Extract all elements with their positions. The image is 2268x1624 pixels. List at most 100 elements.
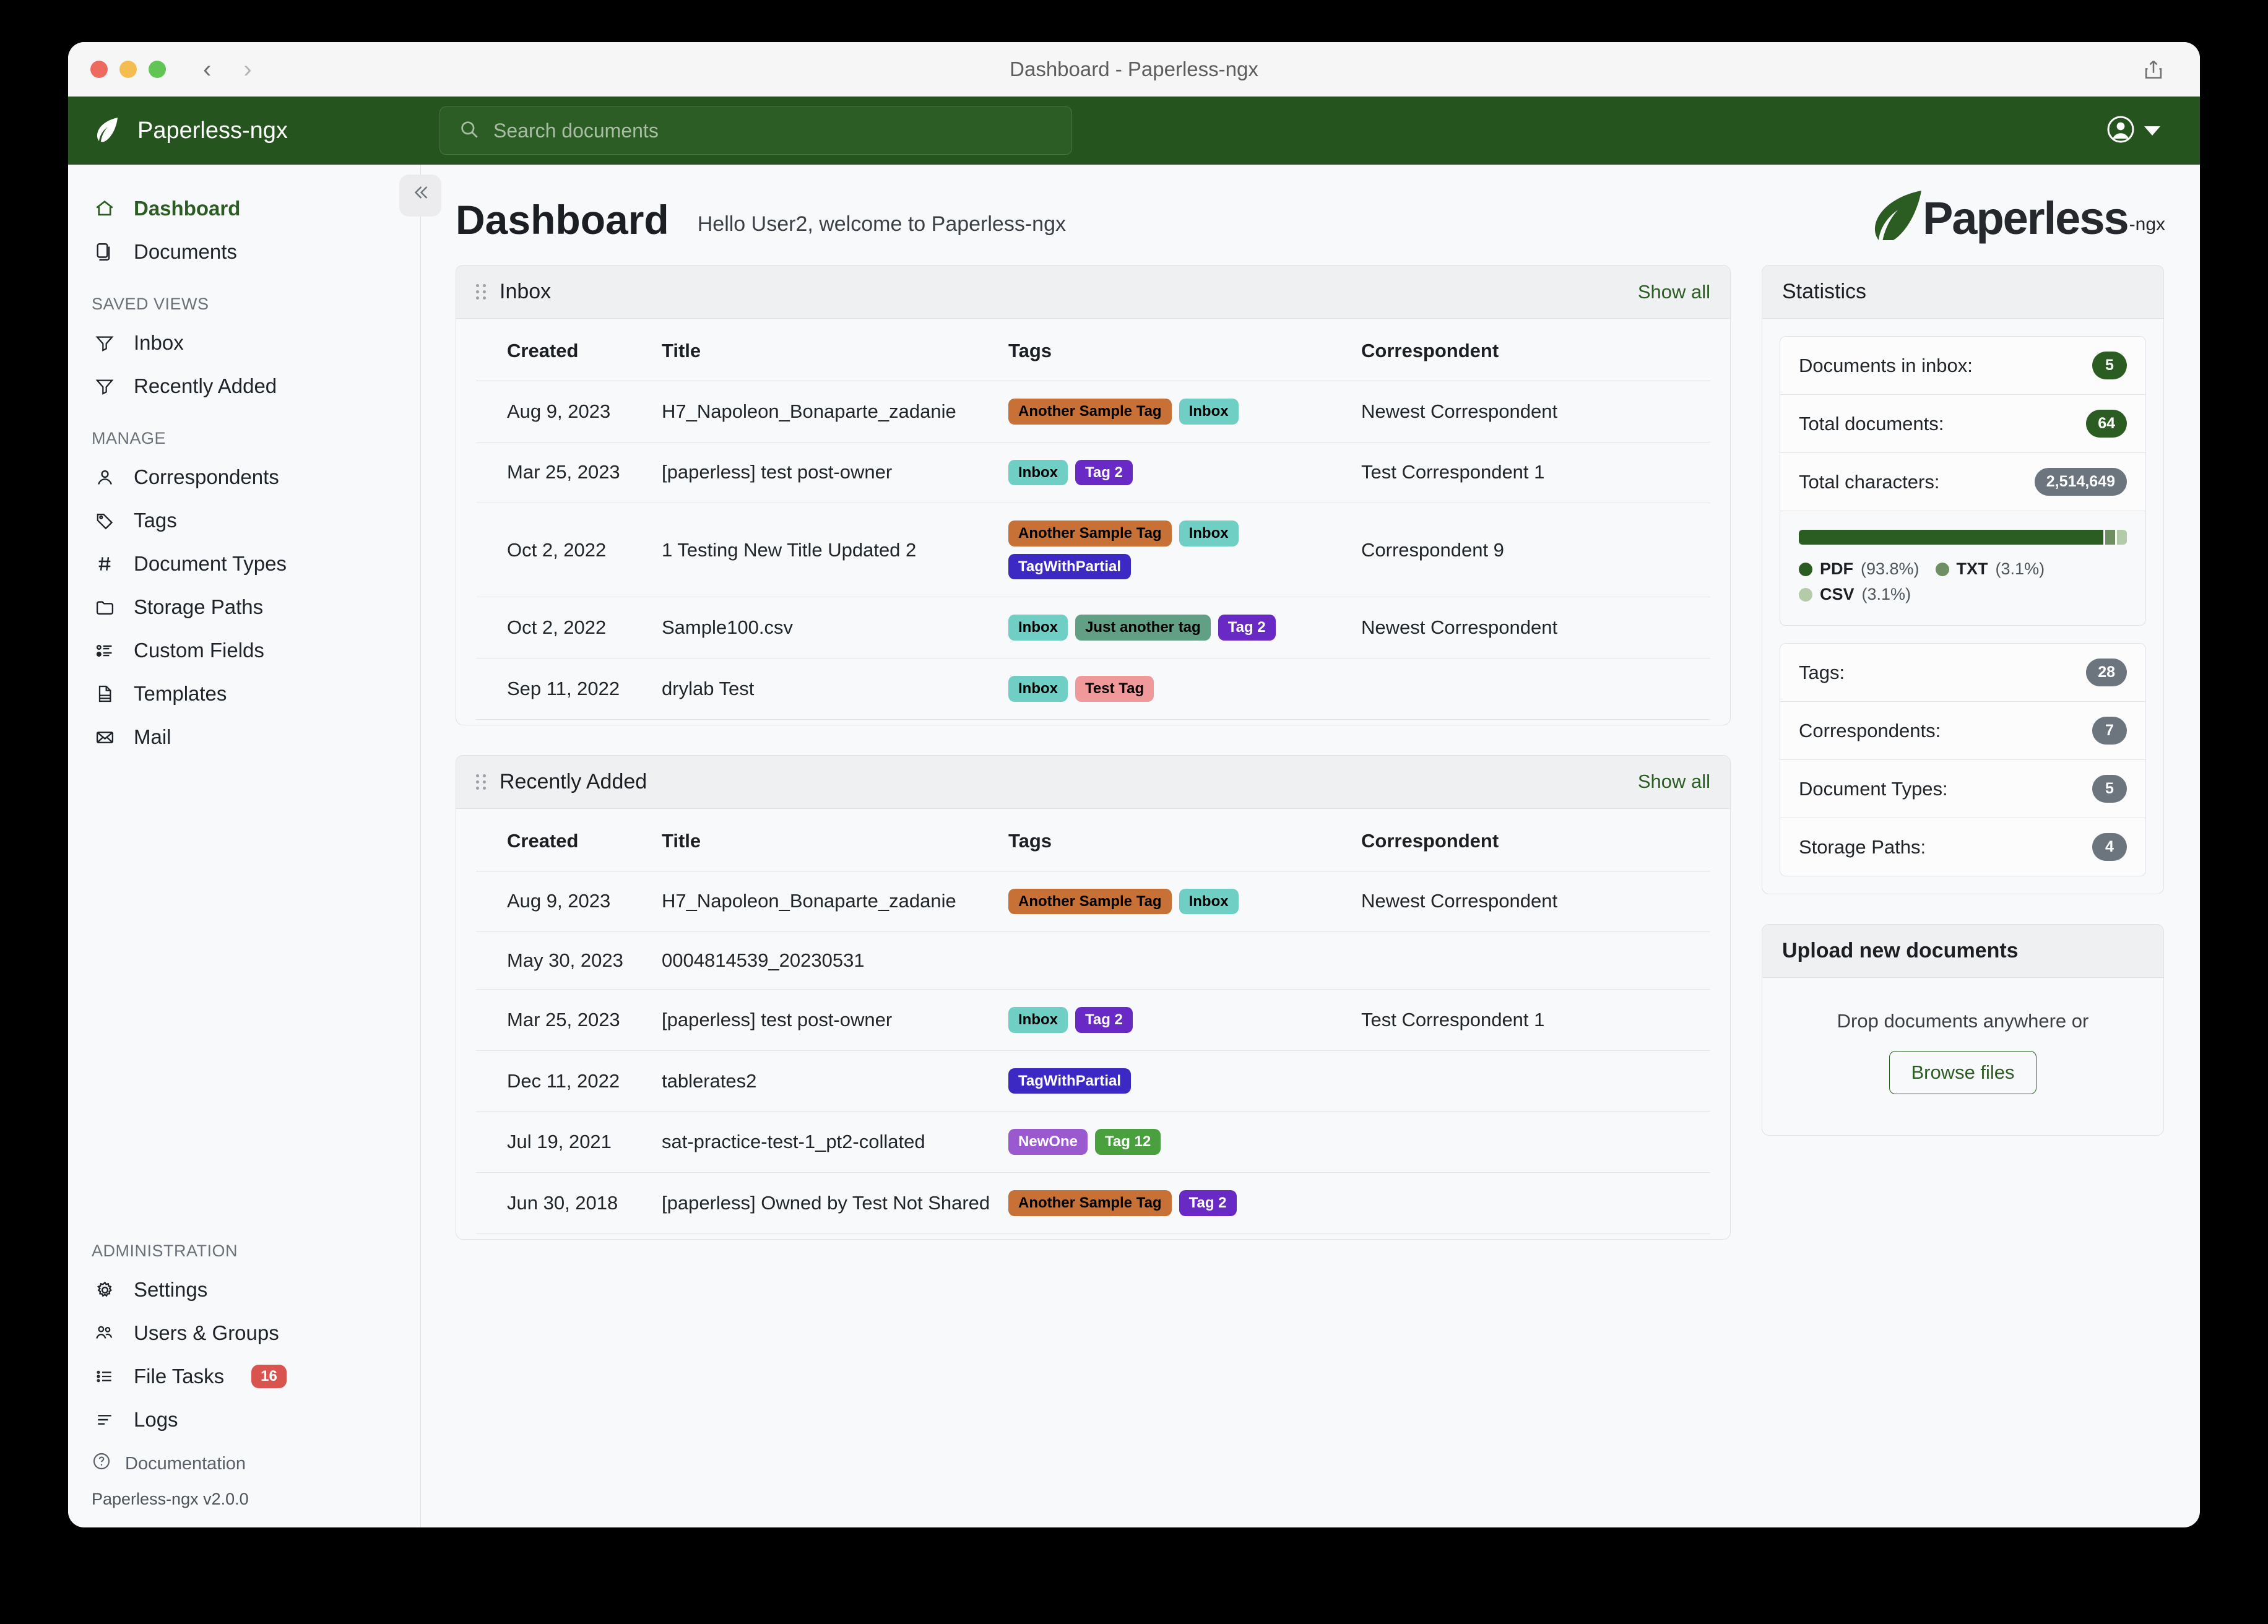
stat-label: Documents in inbox: xyxy=(1799,354,1973,376)
tag-chip[interactable]: Another Sample Tag xyxy=(1008,888,1172,915)
cell-created: Sep 11, 2022 xyxy=(476,658,662,720)
tag-chip[interactable]: Inbox xyxy=(1179,888,1239,915)
table-row[interactable]: Jun 30, 2018 [paperless] Owned by Test No… xyxy=(476,1172,1710,1234)
drag-handle-icon[interactable] xyxy=(476,774,486,790)
table-row[interactable]: Mar 25, 2023 [paperless] test post-owner I… xyxy=(476,989,1710,1051)
share-icon[interactable] xyxy=(2142,58,2165,85)
sidebar-item-inbox[interactable]: Inbox xyxy=(68,321,420,365)
traffic-light-buttons[interactable] xyxy=(90,60,166,78)
sidebar-item-document-types[interactable]: Document Types xyxy=(68,542,420,585)
table-row[interactable]: Jul 19, 2021 sat-practice-test-1_pt2-coll… xyxy=(476,1111,1710,1173)
cell-tags: Inbox Tag 2 xyxy=(1008,989,1361,1051)
upload-dropzone[interactable]: Drop documents anywhere or Browse files xyxy=(1762,978,2163,1135)
cell-correspondent[interactable]: Correspondent 9 xyxy=(1361,503,1710,598)
cell-correspondent[interactable] xyxy=(1361,1111,1710,1173)
upload-widget-header: Upload new documents xyxy=(1762,925,2163,978)
tag-chip[interactable]: TagWithPartial xyxy=(1008,1068,1132,1094)
tag-chip[interactable]: TagWithPartial xyxy=(1008,553,1132,580)
table-row[interactable]: Aug 9, 2023 H7_Napoleon_Bonaparte_zadanie… xyxy=(476,871,1710,933)
tag-chip[interactable]: Inbox xyxy=(1008,675,1068,702)
tag-chip[interactable]: Inbox xyxy=(1179,520,1239,546)
zoom-window-button[interactable] xyxy=(149,60,166,78)
sidebar-item-documentation[interactable]: Documentation xyxy=(68,1441,420,1481)
cell-correspondent[interactable] xyxy=(1361,1172,1710,1234)
sidebar-item-label: Custom Fields xyxy=(134,639,264,662)
tag-chip[interactable]: Inbox xyxy=(1008,615,1068,641)
app-brand[interactable]: Paperless-ngx xyxy=(93,116,439,145)
cell-title[interactable]: drylab Test xyxy=(662,658,1008,720)
sidebar-item-custom-fields[interactable]: Custom Fields xyxy=(68,629,420,672)
sidebar-item-label: Correspondents xyxy=(134,465,279,488)
tag-chip[interactable]: Tag 2 xyxy=(1075,1007,1133,1033)
cell-title[interactable]: [paperless] Owned by Test Not Shared xyxy=(662,1172,1008,1234)
file-type-bar-segment xyxy=(1799,530,2103,545)
cell-tags: Inbox Just another tag Tag 2 xyxy=(1008,597,1361,659)
sidebar-item-documents[interactable]: Documents xyxy=(68,230,420,274)
recently-added-show-all-link[interactable]: Show all xyxy=(1637,771,1710,793)
cell-title[interactable]: [paperless] test post-owner xyxy=(662,989,1008,1051)
sidebar: Dashboard Documents SAVED VIEWS Inbox xyxy=(68,165,441,1527)
sidebar-item-storage-paths[interactable]: Storage Paths xyxy=(68,585,420,629)
table-row[interactable]: Dec 11, 2022 tablerates2 TagWithPartial xyxy=(476,1050,1710,1112)
tag-chip[interactable]: Inbox xyxy=(1008,1007,1068,1033)
table-row[interactable]: Sep 11, 2022 drylab Test Inbox Test Tag xyxy=(476,658,1710,720)
sidebar-item-settings[interactable]: Settings xyxy=(68,1268,420,1311)
cell-title[interactable]: 1 Testing New Title Updated 2 xyxy=(662,503,1008,598)
browser-nav-arrows[interactable]: ‹ › xyxy=(203,57,252,82)
tag-chip[interactable]: Tag 12 xyxy=(1095,1129,1161,1155)
cell-title[interactable]: 0004814539_20230531 xyxy=(662,931,1008,990)
tag-chip[interactable]: Tag 2 xyxy=(1218,615,1276,641)
sidebar-item-dashboard[interactable]: Dashboard xyxy=(68,187,420,230)
tag-chip[interactable]: NewOne xyxy=(1008,1129,1088,1155)
close-window-button[interactable] xyxy=(90,60,108,78)
sidebar-item-mail[interactable]: Mail xyxy=(68,715,420,759)
table-row[interactable]: Oct 2, 2022 1 Testing New Title Updated 2… xyxy=(476,503,1710,598)
back-button[interactable]: ‹ xyxy=(203,55,212,83)
sidebar-item-templates[interactable]: Templates xyxy=(68,672,420,715)
tag-chip[interactable]: Another Sample Tag xyxy=(1008,399,1172,425)
search-input[interactable]: Search documents xyxy=(439,106,1072,155)
tag-chip[interactable]: Test Tag xyxy=(1075,675,1154,702)
inbox-show-all-link[interactable]: Show all xyxy=(1637,280,1710,303)
tag-chip[interactable]: Just another tag xyxy=(1075,615,1211,641)
cell-title[interactable]: tablerates2 xyxy=(662,1050,1008,1112)
cell-title[interactable]: Sample100.csv xyxy=(662,597,1008,659)
sidebar-collapse-button[interactable] xyxy=(399,175,441,217)
tag-chip[interactable]: Tag 2 xyxy=(1075,459,1133,486)
table-row[interactable]: Mar 25, 2023 [paperless] test post-owner I… xyxy=(476,442,1710,504)
sidebar-item-logs[interactable]: Logs xyxy=(68,1398,420,1441)
cell-correspondent[interactable] xyxy=(1361,658,1710,720)
sidebar-item-recently-added[interactable]: Recently Added xyxy=(68,365,420,408)
cell-title[interactable]: H7_Napoleon_Bonaparte_zadanie xyxy=(662,871,1008,933)
tag-chip[interactable]: Inbox xyxy=(1008,459,1068,486)
user-menu-button[interactable] xyxy=(2106,114,2160,147)
sidebar-item-file-tasks[interactable]: File Tasks 16 xyxy=(68,1355,420,1398)
tag-chip[interactable]: Tag 2 xyxy=(1179,1190,1237,1216)
cell-tags: Another Sample Tag Inbox xyxy=(1008,381,1361,443)
tag-chip[interactable]: Another Sample Tag xyxy=(1008,520,1172,546)
cell-correspondent[interactable]: Newest Correspondent xyxy=(1361,871,1710,933)
sidebar-item-correspondents[interactable]: Correspondents xyxy=(68,456,420,499)
table-row[interactable]: Oct 2, 2022 Sample100.csv Inbox Just anothe… xyxy=(476,597,1710,659)
forward-button[interactable]: › xyxy=(243,55,252,83)
browse-files-button[interactable]: Browse files xyxy=(1889,1051,2036,1094)
sidebar-item-tags[interactable]: Tags xyxy=(68,499,420,542)
tag-chip[interactable]: Another Sample Tag xyxy=(1008,1190,1172,1216)
recently-added-widget: Recently Added Show all Created Title Ta… xyxy=(456,754,1731,1240)
cell-title[interactable]: [paperless] test post-owner xyxy=(662,442,1008,504)
table-row[interactable]: May 30, 2023 0004814539_20230531 xyxy=(476,931,1710,990)
cell-correspondent[interactable]: Newest Correspondent xyxy=(1361,381,1710,443)
sidebar-item-users-groups[interactable]: Users & Groups xyxy=(68,1311,420,1355)
cell-title[interactable]: H7_Napoleon_Bonaparte_zadanie xyxy=(662,381,1008,443)
cell-correspondent[interactable] xyxy=(1361,1050,1710,1112)
table-row[interactable]: Aug 9, 2023 H7_Napoleon_Bonaparte_zadanie… xyxy=(476,381,1710,443)
cell-correspondent[interactable]: Newest Correspondent xyxy=(1361,597,1710,659)
cell-correspondent[interactable] xyxy=(1361,931,1710,990)
cell-correspondent[interactable]: Test Correspondent 1 xyxy=(1361,442,1710,504)
cell-correspondent[interactable]: Test Correspondent 1 xyxy=(1361,989,1710,1051)
drag-handle-icon[interactable] xyxy=(476,284,486,300)
stat-correspondents: Correspondents: 7 xyxy=(1780,702,2145,760)
cell-title[interactable]: sat-practice-test-1_pt2-collated xyxy=(662,1111,1008,1173)
tag-chip[interactable]: Inbox xyxy=(1179,399,1239,425)
minimize-window-button[interactable] xyxy=(119,60,137,78)
